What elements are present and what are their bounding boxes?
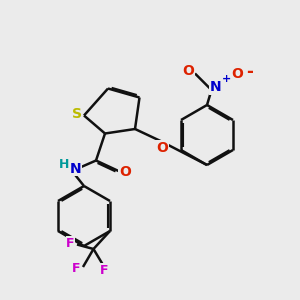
Text: H: H	[58, 158, 69, 171]
Text: O: O	[232, 68, 244, 81]
Text: S: S	[72, 107, 82, 121]
Text: -: -	[246, 63, 253, 81]
Text: F: F	[72, 262, 81, 275]
Text: O: O	[156, 141, 168, 154]
Text: N: N	[209, 80, 221, 94]
Text: +: +	[222, 74, 231, 85]
Text: O: O	[119, 166, 131, 179]
Text: F: F	[100, 264, 108, 277]
Text: F: F	[66, 236, 75, 250]
Text: O: O	[182, 64, 194, 77]
Text: N: N	[70, 162, 81, 176]
